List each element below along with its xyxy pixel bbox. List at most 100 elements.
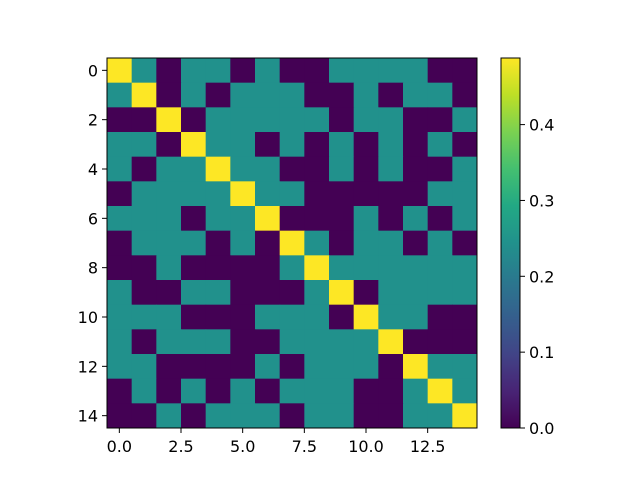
heatmap-cell-r11-c11 [378, 329, 404, 355]
heatmap-cell-r0-c12 [403, 58, 429, 84]
heatmap-cell-r11-c5 [230, 329, 256, 355]
heatmap-cell-r6-c2 [156, 206, 182, 232]
heatmap-cell-r7-c2 [156, 230, 182, 256]
heatmap-cell-r1-c10 [353, 82, 379, 108]
heatmap-cell-r9-c7 [279, 280, 305, 306]
colorbar-tick-label: 0.0 [529, 419, 554, 438]
heatmap-cell-r10-c13 [427, 304, 453, 330]
x-tick-label: 7.5 [292, 437, 317, 456]
heatmap-cell-r2-c9 [329, 107, 355, 133]
heatmap-cell-r2-c4 [205, 107, 231, 133]
heatmap-cell-r0-c5 [230, 58, 256, 84]
heatmap-cell-r2-c14 [452, 107, 478, 133]
heatmap-cell-r6-c12 [403, 206, 429, 232]
heatmap-cell-r14-c4 [205, 403, 231, 429]
heatmap-cell-r13-c4 [205, 378, 231, 404]
heatmap-cell-r4-c10 [353, 156, 379, 182]
x-tick-label: 5.0 [230, 437, 255, 456]
heatmap-cell-r13-c2 [156, 378, 182, 404]
heatmap-cell-r3-c11 [378, 132, 404, 158]
heatmap-cell-r10-c14 [452, 304, 478, 330]
heatmap-cell-r11-c8 [304, 329, 330, 355]
colorbar-tick-label: 0.1 [529, 343, 554, 362]
heatmap-cell-r1-c2 [156, 82, 182, 108]
heatmap-cell-r10-c3 [181, 304, 207, 330]
heatmap-cell-r5-c6 [255, 181, 281, 207]
heatmap-cell-r6-c13 [427, 206, 453, 232]
heatmap-cell-r5-c4 [205, 181, 231, 207]
heatmap-cell-r12-c7 [279, 354, 305, 380]
heatmap-cell-r12-c3 [181, 354, 207, 380]
heatmap-cell-r13-c1 [131, 378, 157, 404]
heatmap-cell-r12-c11 [378, 354, 404, 380]
heatmap-cell-r9-c10 [353, 280, 379, 306]
x-tick-label: 2.5 [168, 437, 193, 456]
heatmap-cell-r11-c13 [427, 329, 453, 355]
heatmap-cell-r0-c10 [353, 58, 379, 84]
heatmap-cell-r3-c5 [230, 132, 256, 158]
heatmap-cell-r5-c12 [403, 181, 429, 207]
heatmap-cell-r11-c1 [131, 329, 157, 355]
heatmap-cell-r14-c8 [304, 403, 330, 429]
heatmap-cell-r1-c13 [427, 82, 453, 108]
heatmap-cell-r2-c5 [230, 107, 256, 133]
heatmap-cell-r8-c1 [131, 255, 157, 281]
heatmap-cell-r1-c5 [230, 82, 256, 108]
heatmap-cell-r6-c11 [378, 206, 404, 232]
heatmap-cell-r12-c14 [452, 354, 478, 380]
y-tick-label: 12 [78, 357, 98, 376]
heatmap-cell-r3-c9 [329, 132, 355, 158]
heatmap-cell-r4-c1 [131, 156, 157, 182]
heatmap-cell-r10-c10 [353, 304, 379, 330]
x-tick-label: 0.0 [107, 437, 132, 456]
heatmap-cell-r6-c1 [131, 206, 157, 232]
heatmap-cell-r2-c6 [255, 107, 281, 133]
heatmap-cell-r5-c11 [378, 181, 404, 207]
heatmap-cell-r5-c7 [279, 181, 305, 207]
heatmap-cell-r10-c12 [403, 304, 429, 330]
heatmap-cell-r0-c9 [329, 58, 355, 84]
heatmap-cell-r3-c0 [107, 132, 133, 158]
x-tick-label: 12.5 [410, 437, 446, 456]
heatmap-cell-r10-c8 [304, 304, 330, 330]
heatmap-cell-r3-c3 [181, 132, 207, 158]
colorbar [500, 57, 521, 429]
heatmap-cell-r11-c12 [403, 329, 429, 355]
heatmap-cell-r6-c8 [304, 206, 330, 232]
heatmap-cell-r5-c9 [329, 181, 355, 207]
heatmap-cell-r8-c14 [452, 255, 478, 281]
y-tick-label: 14 [78, 407, 98, 426]
heatmap-cell-r2-c12 [403, 107, 429, 133]
heatmap-cell-r2-c3 [181, 107, 207, 133]
heatmap-cell-r7-c6 [255, 230, 281, 256]
heatmap-cell-r12-c0 [107, 354, 133, 380]
heatmap-cell-r4-c2 [156, 156, 182, 182]
heatmap-cell-r13-c0 [107, 378, 133, 404]
heatmap-cell-r1-c1 [131, 82, 157, 108]
heatmap-cell-r13-c3 [181, 378, 207, 404]
heatmap-cell-r6-c4 [205, 206, 231, 232]
heatmap-cell-r0-c4 [205, 58, 231, 84]
heatmap-cell-r1-c8 [304, 82, 330, 108]
heatmap-cell-r14-c3 [181, 403, 207, 429]
heatmap-cell-r3-c8 [304, 132, 330, 158]
heatmap-cell-r0-c6 [255, 58, 281, 84]
heatmap-cell-r12-c2 [156, 354, 182, 380]
heatmap-cell-r0-c8 [304, 58, 330, 84]
heatmap-cell-r2-c7 [279, 107, 305, 133]
heatmap-cell-r8-c5 [230, 255, 256, 281]
y-tick-label: 10 [78, 308, 98, 327]
heatmap-cell-r2-c11 [378, 107, 404, 133]
heatmap-cell-r0-c1 [131, 58, 157, 84]
heatmap-cell-r5-c0 [107, 181, 133, 207]
heatmap-cell-r0-c13 [427, 58, 453, 84]
heatmap-cell-r1-c14 [452, 82, 478, 108]
heatmap-cell-r14-c13 [427, 403, 453, 429]
heatmap-cell-r11-c3 [181, 329, 207, 355]
heatmap-cell-r6-c7 [279, 206, 305, 232]
heatmap-cell-r2-c8 [304, 107, 330, 133]
heatmap-cell-r9-c3 [181, 280, 207, 306]
heatmap-cell-r8-c3 [181, 255, 207, 281]
heatmap-cell-r9-c1 [131, 280, 157, 306]
heatmap-cell-r3-c14 [452, 132, 478, 158]
